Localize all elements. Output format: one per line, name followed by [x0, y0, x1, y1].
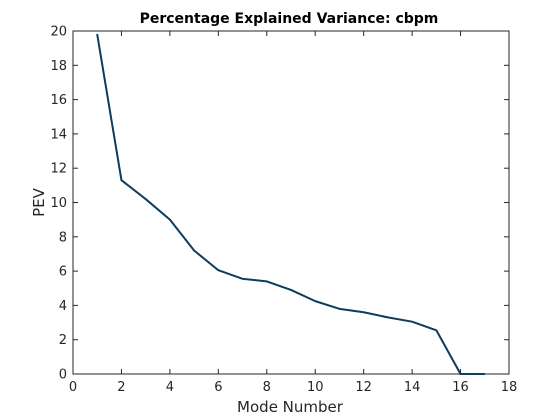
x-tick-label: 18 [501, 380, 518, 395]
data-point [435, 329, 438, 332]
y-tick-label: 8 [59, 230, 67, 245]
chart-title: Percentage Explained Variance: cbpm [140, 11, 439, 27]
data-point [120, 179, 123, 182]
data-point [144, 198, 147, 200]
y-tick-label: 4 [59, 299, 67, 314]
y-tick-label: 6 [59, 265, 67, 280]
y-tick-label: 0 [59, 368, 67, 383]
x-axis-label: Mode Number [237, 398, 344, 416]
data-point [193, 249, 195, 252]
data-point [290, 289, 292, 291]
data-point [459, 373, 462, 375]
x-tick-label: 8 [263, 380, 271, 395]
y-tick-label: 16 [50, 93, 67, 108]
y-tick-label: 18 [50, 59, 67, 74]
x-tick-label: 4 [166, 380, 174, 395]
data-point [217, 269, 220, 272]
data-point [338, 308, 341, 310]
data-point [483, 373, 486, 375]
series-group [96, 33, 486, 375]
data-point [387, 316, 389, 319]
x-tick-label: 14 [404, 380, 421, 395]
data-point [362, 311, 365, 314]
y-tick-label: 12 [50, 162, 67, 177]
data-point [314, 300, 317, 302]
x-tick-label: 10 [307, 380, 324, 395]
x-tick-label: 16 [452, 380, 469, 395]
y-tick-label: 20 [50, 25, 67, 40]
data-point [411, 320, 413, 323]
data-point [96, 33, 99, 36]
plot-area [72, 30, 510, 375]
x-tick-label: 12 [355, 380, 372, 395]
data-point [265, 280, 268, 283]
y-tick-label: 14 [50, 127, 67, 142]
y-tick-label: 10 [50, 196, 67, 211]
data-point [241, 278, 244, 280]
x-tick-label: 6 [214, 380, 222, 395]
y-axis-label: PEV [30, 187, 48, 217]
y-tick-label: 2 [59, 333, 67, 348]
x-tick-label: 2 [117, 380, 125, 395]
data-point [169, 218, 171, 221]
x-tick-label: 0 [69, 380, 77, 395]
